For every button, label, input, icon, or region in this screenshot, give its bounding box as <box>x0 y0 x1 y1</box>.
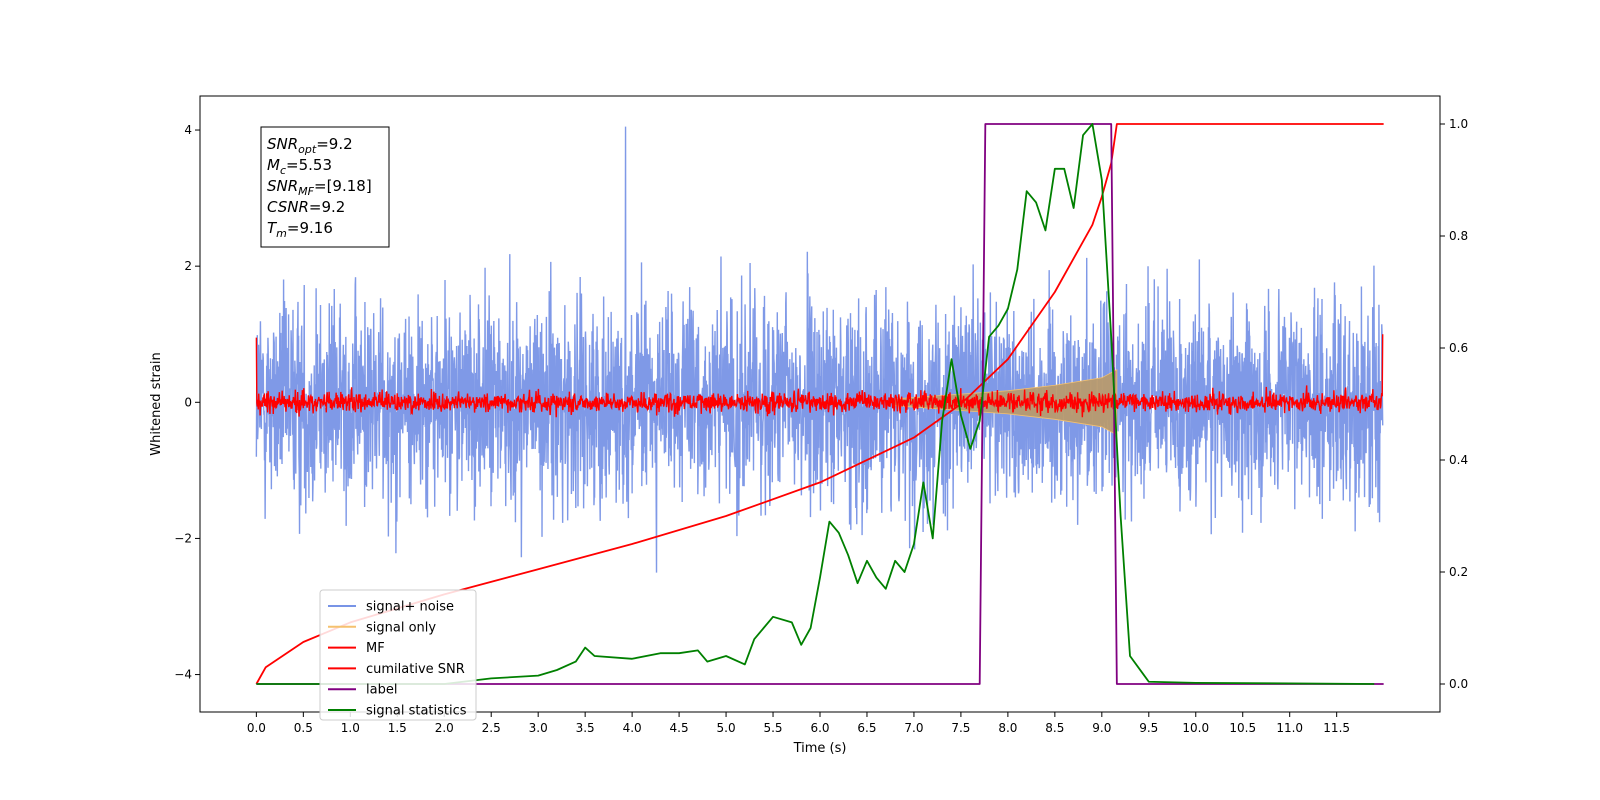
info-line-mc: Mc=5.53 <box>267 156 332 177</box>
y-tick-label: −4 <box>174 668 192 682</box>
x-tick-label: 8.5 <box>1045 721 1064 735</box>
x-tick-label: 1.5 <box>388 721 407 735</box>
x-tick-label: 2.0 <box>435 721 454 735</box>
info-line-snropt: SNRopt=9.2 <box>267 135 353 156</box>
x-axis-label: Time (s) <box>793 741 847 756</box>
x-tick-label: 0.0 <box>247 721 266 735</box>
x-tick-label: 0.5 <box>294 721 313 735</box>
legend-label-signal-statistics: signal statistics <box>366 704 467 719</box>
x-tick-label: 8.0 <box>998 721 1017 735</box>
legend-label-cumilative-snr: cumilative SNR <box>366 662 465 677</box>
legend-label-label: label <box>366 683 397 698</box>
info-line-csnr: CSNR=9.2 <box>267 198 345 216</box>
signal-noise-series <box>255 126 1384 573</box>
y-tick-label: 4 <box>184 123 192 137</box>
label-series <box>256 123 1384 685</box>
y2-tick-label: 0.4 <box>1449 453 1468 467</box>
x-tick-label: 3.5 <box>576 721 595 735</box>
y-axis-left: −4 −2 0 2 4 <box>174 123 200 682</box>
x-tick-label: 6.5 <box>857 721 876 735</box>
x-tick-label: 5.0 <box>717 721 736 735</box>
x-tick-label: 5.5 <box>763 721 782 735</box>
x-tick-label: 10.0 <box>1182 721 1209 735</box>
x-tick-label: 4.5 <box>670 721 689 735</box>
y2-tick-label: 0.0 <box>1449 677 1468 691</box>
y-axis-right: 0.0 0.2 0.4 0.6 0.8 1.0 <box>1440 117 1468 691</box>
legend-label-signal-noise: signal+ noise <box>366 600 454 615</box>
legend-label-signal-only: signal only <box>366 620 436 635</box>
mf-line <box>255 334 1384 418</box>
x-tick-label: 7.0 <box>904 721 923 735</box>
x-tick-label: 3.0 <box>529 721 548 735</box>
y2-tick-label: 0.2 <box>1449 565 1468 579</box>
signal-statistics-line <box>256 123 1375 685</box>
x-tick-label: 9.5 <box>1139 721 1158 735</box>
info-line-tm: Tm=9.16 <box>267 219 333 240</box>
signal-statistics-series <box>256 123 1375 685</box>
legend: signal+ noise signal only MF cumilative SNR… <box>319 589 477 721</box>
signal-noise-line <box>255 126 1384 573</box>
y-axis-label: Whitened strain <box>149 352 164 455</box>
y2-tick-label: 0.8 <box>1449 229 1468 243</box>
x-tick-label: 11.0 <box>1276 721 1303 735</box>
legend-label-mf: MF <box>366 641 385 656</box>
x-tick-label: 1.0 <box>341 721 360 735</box>
x-tick-label: 2.5 <box>482 721 501 735</box>
x-tick-label: 6.0 <box>810 721 829 735</box>
x-tick-label: 7.5 <box>951 721 970 735</box>
x-axis: 0.0 0.5 1.0 1.5 2.0 2.5 3.0 3.5 4.0 4.5 5.0 5.5 6.0 6… <box>247 712 1350 735</box>
label-line <box>256 123 1384 685</box>
mf-series <box>255 334 1384 418</box>
y-tick-label: 0 <box>184 395 192 409</box>
x-tick-label: 10.5 <box>1229 721 1256 735</box>
x-tick-label: 9.0 <box>1092 721 1111 735</box>
x-tick-label: 11.5 <box>1323 721 1350 735</box>
y-tick-label: −2 <box>174 531 192 545</box>
y2-tick-label: 1.0 <box>1449 117 1468 131</box>
y-tick-label: 2 <box>184 259 192 273</box>
y2-tick-label: 0.6 <box>1449 341 1468 355</box>
x-tick-label: 4.0 <box>623 721 642 735</box>
info-line-snrmf: SNRMF=[9.18] <box>267 177 372 198</box>
